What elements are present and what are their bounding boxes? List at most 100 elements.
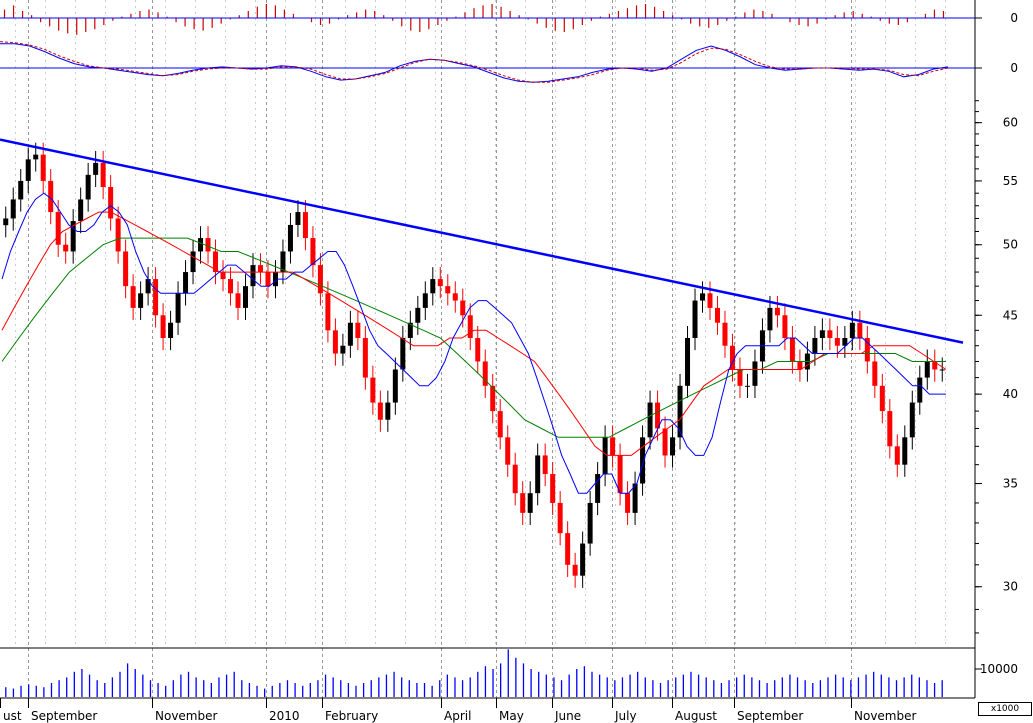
candle-body (460, 300, 466, 316)
month-label: September (31, 709, 97, 723)
candle-body (48, 180, 54, 213)
candle-body (467, 315, 473, 338)
candle-body (617, 455, 623, 494)
oscillator-y-label: 0 (1010, 61, 1018, 75)
candle-body (894, 446, 900, 465)
month-label: November (155, 709, 217, 723)
month-label: May (499, 709, 524, 723)
candle-body (265, 272, 271, 287)
volume-panel (5, 649, 943, 697)
candle-body (685, 337, 691, 386)
candle-body (362, 337, 368, 378)
trendline (0, 138, 964, 344)
candle-body (932, 361, 938, 370)
month-label: April (444, 709, 471, 723)
candle-body (250, 265, 256, 287)
candle-body (625, 493, 631, 513)
candle-body (475, 337, 481, 362)
candle-body (25, 159, 31, 181)
month-label: August (675, 709, 717, 723)
candle-body (662, 428, 668, 456)
candle-body (827, 330, 833, 338)
histogram-y-label: 0 (1010, 11, 1018, 25)
candle-body (40, 154, 46, 181)
candle-body (18, 180, 24, 200)
candle-body (767, 307, 773, 331)
candle-body (213, 251, 219, 273)
candle-body (33, 154, 39, 160)
candle-body (902, 437, 908, 465)
candle-body (183, 272, 189, 294)
candle-body (242, 286, 248, 308)
candle-body (512, 464, 518, 494)
candle-body (347, 322, 353, 346)
candle-body (78, 199, 84, 222)
price-y-label: 50 (1003, 238, 1018, 252)
candle-body (272, 272, 278, 287)
candle-body (235, 293, 241, 308)
candle-body (565, 533, 571, 565)
oscillator-histogram-panel (0, 4, 975, 35)
candle-body (879, 385, 885, 412)
volume-y-label: 10000 (980, 662, 1018, 676)
candle-body (535, 455, 541, 494)
candle-body (939, 369, 945, 371)
candle-body (205, 238, 211, 252)
price-y-label: 55 (1003, 174, 1018, 188)
candle-body (332, 330, 338, 354)
candle-body (580, 543, 586, 576)
month-label: 2010 (269, 709, 300, 723)
month-label: September (737, 709, 803, 723)
candle-body (857, 322, 863, 338)
candle-body (130, 286, 136, 308)
candle-body (190, 251, 196, 273)
candle-body (655, 402, 661, 429)
candle-body (317, 265, 323, 294)
candle-body (198, 238, 204, 252)
candle-body (677, 385, 683, 438)
candle-body (550, 474, 556, 503)
candle-body (819, 330, 825, 338)
price-y-label: 30 (1003, 580, 1018, 594)
moving-average-mid (1, 211, 947, 456)
candle-body (490, 385, 496, 412)
candle-body (714, 307, 720, 323)
candle-body (280, 251, 286, 273)
candle-body (55, 212, 61, 245)
candle-body (587, 502, 593, 544)
candle-body (377, 402, 383, 420)
candle-body (722, 322, 728, 346)
y-axis-ticks: 0 0 30 35 40 45 50 55 60 10000 (975, 11, 1018, 676)
candle-body (520, 493, 526, 513)
candle-body (872, 361, 878, 386)
candle-body (849, 322, 855, 338)
candle-body (160, 315, 166, 338)
candle-body (700, 293, 706, 301)
candle-body (572, 564, 578, 576)
candle-body (295, 212, 301, 225)
month-label: ust (3, 709, 22, 723)
price-y-label: 45 (1003, 308, 1018, 322)
candle-body (692, 300, 698, 338)
candle-body (370, 377, 376, 403)
candle-body (325, 293, 331, 331)
candle-body (812, 337, 818, 354)
candle-body (287, 224, 293, 252)
candle-body (3, 218, 9, 226)
candle-body (153, 279, 159, 316)
candle-body (220, 272, 226, 280)
candle-body (100, 162, 106, 188)
candle-body (505, 437, 511, 465)
month-label: February (325, 709, 378, 723)
candle-body (138, 293, 144, 308)
candle-body (707, 293, 713, 308)
candle-body (744, 385, 750, 387)
candle-body (10, 199, 16, 219)
candle-body (789, 337, 795, 362)
panel-frames (0, 0, 976, 699)
candle-body (407, 322, 413, 338)
candle-body (302, 212, 308, 239)
candle-body (887, 411, 893, 447)
candle-body (909, 402, 915, 438)
